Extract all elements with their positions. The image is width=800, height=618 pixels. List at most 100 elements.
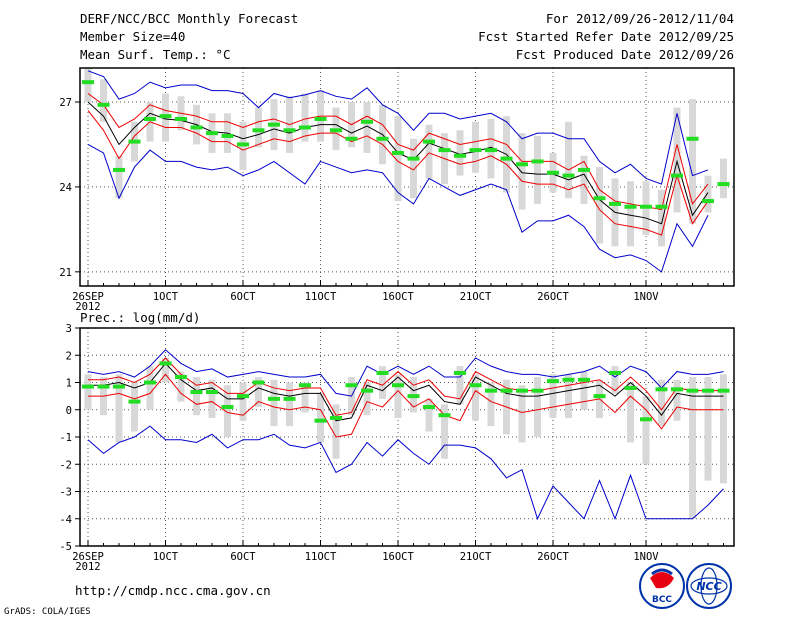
temp-median-marker bbox=[144, 116, 156, 121]
ncc-logo: NCC bbox=[686, 563, 732, 609]
temp-median-marker bbox=[702, 199, 714, 204]
temp-median-marker bbox=[531, 159, 544, 164]
source-url[interactable]: http://cmdp.ncc.cma.gov.cn bbox=[75, 583, 271, 598]
temp-spread-box bbox=[658, 189, 665, 247]
temp-median-marker bbox=[671, 173, 683, 178]
temp-spread-upper-line bbox=[87, 93, 709, 211]
prec-median-marker bbox=[361, 388, 373, 393]
prec-median-marker bbox=[469, 383, 482, 388]
prec-median-marker bbox=[407, 394, 420, 399]
prec-median-marker bbox=[609, 370, 621, 375]
prec-median-marker bbox=[671, 387, 683, 392]
temp-median-marker bbox=[717, 182, 730, 187]
prec-spread-box bbox=[518, 385, 526, 443]
prec-spread-box bbox=[673, 379, 681, 421]
prec-median-marker bbox=[299, 383, 311, 388]
temp-spread-box bbox=[596, 167, 603, 244]
temp-median-marker bbox=[97, 102, 110, 107]
prec-spread-box bbox=[239, 382, 247, 421]
temp-spread-box bbox=[301, 93, 309, 142]
temp-median-marker bbox=[221, 133, 234, 138]
temp-median-marker bbox=[562, 173, 575, 178]
prec-median-marker bbox=[547, 379, 559, 384]
prec-spread-box bbox=[627, 382, 634, 443]
temp-spread-box bbox=[394, 116, 402, 202]
prec-median-marker bbox=[500, 388, 513, 393]
temp-median-marker bbox=[438, 148, 451, 153]
prec-spread-box bbox=[162, 357, 169, 383]
temp-xtick-year: 2012 bbox=[75, 301, 100, 313]
prec-spread-lower-line bbox=[88, 373, 724, 438]
temp-spread-box bbox=[689, 99, 696, 224]
prec-spread-box bbox=[565, 374, 572, 418]
prec-spread-box bbox=[472, 374, 479, 421]
temp-spread-box bbox=[100, 79, 107, 122]
prec-median-marker bbox=[454, 370, 466, 375]
prec-spread-box bbox=[689, 377, 696, 519]
prec-xtick-label: 21OCT bbox=[460, 551, 492, 563]
temp-median-marker bbox=[547, 170, 559, 175]
prec-spread-box bbox=[193, 377, 200, 416]
prec-ytick-label: -2 bbox=[59, 459, 72, 471]
temp-median-marker bbox=[361, 119, 373, 124]
temp-median-marker bbox=[268, 122, 280, 127]
prec-xtick-label: 1OCT bbox=[153, 551, 179, 563]
prec-ytick-label: -1 bbox=[59, 432, 72, 444]
prec-spread-upper-line bbox=[88, 357, 724, 416]
prec-median-marker bbox=[268, 396, 280, 401]
temp-spread-box bbox=[425, 124, 433, 179]
temp-median-marker bbox=[128, 139, 141, 144]
temp-xtick-label: 1OCT bbox=[153, 291, 179, 303]
temp-median-marker bbox=[624, 204, 637, 209]
temp-median-marker bbox=[175, 116, 187, 121]
temp-median-marker bbox=[159, 114, 172, 119]
prec-spread-box bbox=[441, 404, 448, 459]
prec-median-marker bbox=[175, 375, 187, 380]
bcc-logo-text: BCC bbox=[652, 595, 672, 605]
temp-xtick-label: 21OCT bbox=[460, 291, 492, 303]
prec-median-marker bbox=[593, 394, 606, 399]
prec-median-marker bbox=[438, 413, 451, 418]
prec-spread-box bbox=[611, 366, 619, 394]
prec-median-marker bbox=[221, 405, 234, 410]
ncc-logo-meridian bbox=[700, 567, 718, 605]
temp-spread-box bbox=[720, 158, 727, 199]
temp-median-marker bbox=[469, 148, 482, 153]
prec-spread-box bbox=[642, 396, 650, 465]
temp-spread-box bbox=[472, 121, 479, 173]
temp-median-marker bbox=[423, 139, 435, 144]
prec-median-marker bbox=[206, 390, 218, 395]
prec-median-marker bbox=[237, 394, 249, 399]
prec-ytick-label: 3 bbox=[66, 323, 72, 335]
temp-median-marker bbox=[190, 125, 203, 130]
prec-spread-box bbox=[456, 366, 464, 405]
temp-median-marker bbox=[500, 156, 513, 161]
prec-xtick-year: 2012 bbox=[75, 561, 100, 573]
temp-ytick-label: 27 bbox=[59, 97, 72, 109]
prec-spread-box bbox=[115, 374, 123, 443]
temp-median-marker bbox=[407, 156, 420, 161]
temp-spread-box bbox=[565, 121, 572, 199]
prec-median-marker bbox=[314, 418, 327, 423]
temp-xtick-label: 26SEP bbox=[72, 291, 104, 303]
prec-spread-box bbox=[487, 382, 495, 427]
prec-median-marker bbox=[640, 417, 652, 422]
prec-envelope-lower-line bbox=[87, 425, 724, 521]
temp-ytick-label: 21 bbox=[59, 267, 72, 279]
temp-spread-box bbox=[115, 155, 123, 199]
temp-median-marker bbox=[252, 128, 265, 133]
temp-spread-box bbox=[580, 155, 588, 204]
prec-spread-box bbox=[286, 382, 293, 427]
grads-credit: GrADS: COLA/IGES bbox=[4, 607, 91, 617]
prec-xtick-label: 11OCT bbox=[305, 551, 337, 563]
temp-spread-box bbox=[84, 68, 92, 102]
prec-median-marker bbox=[578, 377, 590, 382]
fcst-started-date: Fcst Started Refer Date 2012/09/25 bbox=[478, 29, 734, 44]
prec-median-marker bbox=[516, 388, 528, 393]
temp-median-marker bbox=[299, 125, 311, 130]
temp-spread-box bbox=[255, 107, 262, 148]
temp-median-marker bbox=[283, 128, 296, 133]
temp-median-marker bbox=[485, 148, 497, 153]
